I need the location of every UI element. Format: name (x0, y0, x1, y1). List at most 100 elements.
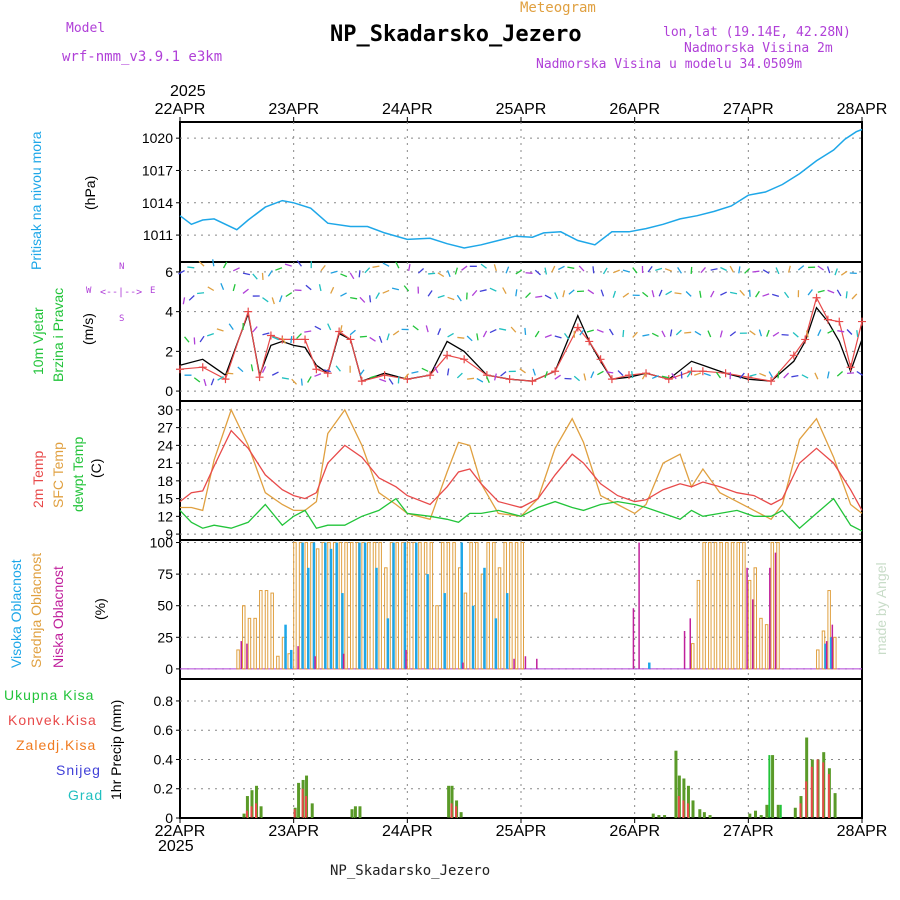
meteogram-label: Meteogram (520, 0, 596, 16)
wind-arrow (447, 332, 454, 338)
y-tick-label: 9 (165, 526, 173, 542)
low-cloud-bar (632, 608, 635, 669)
wind-arrow (664, 268, 672, 272)
y-tick-label: 15 (157, 491, 173, 507)
wind-arrow (252, 326, 258, 333)
wind-arrow (700, 266, 706, 274)
precip-total-bar (691, 800, 695, 818)
compass-w: W (86, 286, 92, 296)
wind-arrow (502, 287, 507, 294)
wind-arrow (364, 267, 371, 274)
high-cloud-bar (494, 618, 498, 669)
low-cloud-bar (638, 542, 640, 669)
wind-arrow (379, 378, 387, 383)
precip-total-bar (245, 796, 249, 818)
precip-total-bar (459, 812, 463, 818)
wind-gust-marker (835, 317, 844, 326)
wind-arrow (642, 291, 649, 298)
wind-arrow (597, 370, 604, 376)
wind-arrow (612, 290, 617, 298)
wind-gust-marker (266, 331, 275, 340)
precip-legend-total: Ukupna Kisa (4, 687, 95, 703)
top-date-label: 25APR (496, 101, 547, 118)
wind-arrow (499, 328, 507, 331)
wind-arrow (554, 292, 559, 300)
wind-arrow (197, 292, 205, 295)
mid-cloud-bar (514, 542, 519, 670)
wind-arrow (544, 334, 552, 339)
y-tick-label: 0 (165, 810, 173, 826)
wind-arrow (232, 284, 236, 292)
wind-arrow (412, 325, 419, 331)
wind-arrow (206, 333, 214, 337)
wind-arrow (573, 375, 581, 382)
high-cloud-bar (392, 542, 395, 669)
wind-arrow (446, 368, 450, 376)
wind-arrow (739, 372, 745, 379)
precip-total-bar (259, 806, 263, 818)
y-tick-label: 50 (157, 598, 173, 614)
wind-arrow (622, 269, 630, 273)
y-tick-label: 0.6 (154, 722, 174, 738)
precip-convective-bar (686, 803, 689, 818)
wind-arrow (199, 335, 205, 343)
high-cloud-bar (505, 593, 509, 669)
wind-arrow (335, 365, 341, 372)
mid-cloud-bar (696, 579, 701, 670)
bottom-date-label: 22APR (155, 823, 206, 840)
wind-arrow (489, 287, 497, 292)
wind-arrow (766, 329, 770, 337)
wind-arrow (759, 372, 767, 377)
wind-arrow (739, 289, 745, 297)
wind-arrow (476, 333, 479, 341)
wind-arrow (617, 370, 624, 376)
wind-arrow (267, 270, 273, 277)
wind-arrow (596, 329, 604, 333)
wind-arrow (275, 267, 283, 271)
wind-arrow (290, 336, 293, 344)
high-cloud-bar (335, 542, 338, 669)
wind-arrow (349, 329, 356, 336)
wind-arrow (456, 294, 462, 302)
wind-arrow (710, 268, 718, 271)
high-cloud-bar (324, 542, 327, 669)
precip-hail-bar (779, 804, 782, 818)
wind-arrow (339, 325, 343, 333)
wind-arrow (583, 373, 587, 381)
wind-arrow (403, 373, 410, 380)
mid-cloud-bar (736, 542, 740, 670)
wind-gust-marker (687, 367, 696, 376)
wind-arrow (837, 330, 845, 333)
wind-arrow (242, 288, 249, 294)
wind-arrow (461, 265, 468, 271)
year-bottom: 2025 (158, 838, 194, 855)
precip-convective-bar (455, 806, 458, 818)
wind-arrow (783, 372, 790, 379)
mid-cloud-bar (475, 542, 479, 670)
top-date-label: 26APR (609, 101, 660, 118)
wind-arrow (198, 260, 205, 267)
wind-arrow (567, 266, 575, 269)
wind-arrow (665, 290, 673, 296)
low-cloud-bar (746, 567, 748, 669)
precip-total-bar (250, 790, 254, 818)
low-cloud-bar (683, 630, 686, 669)
mid-cloud-bar (418, 542, 422, 670)
wind-arrow (768, 371, 774, 378)
wind-arrow (554, 335, 562, 339)
wind-arrow (375, 292, 380, 300)
wind-arrow (677, 267, 682, 274)
precip-convective-bar (450, 803, 453, 818)
mid-cloud-bar (497, 567, 502, 670)
wind-arrow (318, 284, 322, 292)
dewpoint-line (179, 497, 863, 532)
wind-arrow (271, 336, 279, 341)
mid-cloud-bar (429, 542, 434, 670)
precip-total-bar (698, 809, 702, 818)
wind-arrow (456, 372, 463, 379)
wind-arrow (358, 270, 361, 278)
wind-arrow (551, 265, 556, 273)
wind-arrow (369, 375, 377, 379)
wind-arrow (827, 289, 835, 294)
wind-arrow (284, 263, 292, 267)
